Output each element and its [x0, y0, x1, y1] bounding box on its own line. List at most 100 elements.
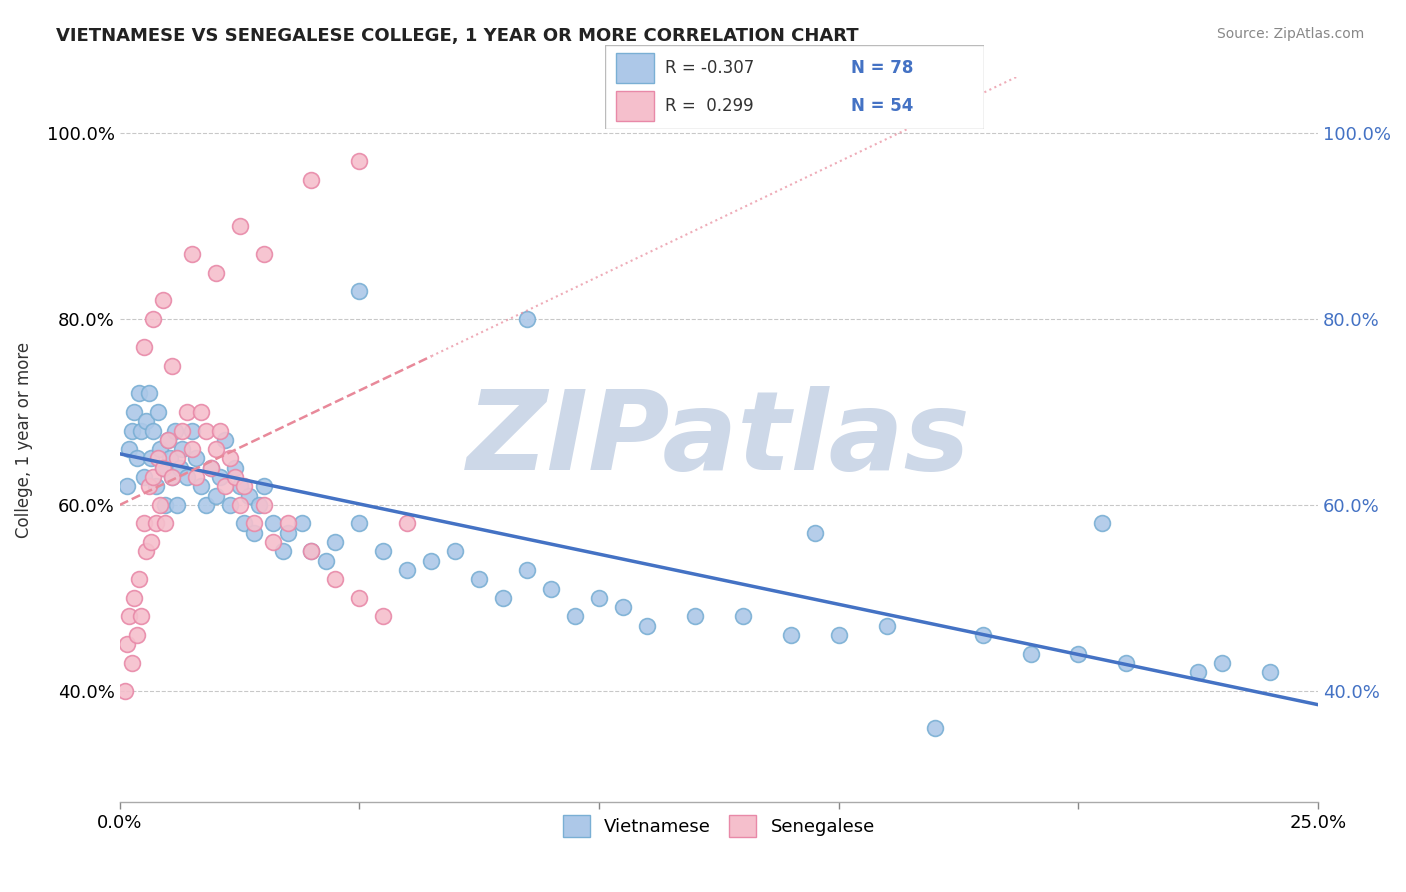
- Point: [396, 563, 419, 577]
- Point: [180, 442, 202, 457]
- Point: [115, 479, 138, 493]
- Point: [924, 721, 946, 735]
- Point: [683, 609, 706, 624]
- Point: [163, 424, 186, 438]
- Point: [156, 433, 179, 447]
- Point: [247, 498, 270, 512]
- Text: N = 54: N = 54: [852, 97, 914, 115]
- Point: [122, 591, 145, 605]
- Text: Source: ZipAtlas.com: Source: ZipAtlas.com: [1216, 27, 1364, 41]
- Point: [152, 460, 174, 475]
- Point: [190, 479, 212, 493]
- Point: [636, 618, 658, 632]
- Point: [209, 470, 232, 484]
- Point: [396, 516, 419, 531]
- Point: [972, 628, 994, 642]
- Point: [276, 525, 298, 540]
- Point: [1019, 647, 1042, 661]
- Point: [1115, 656, 1137, 670]
- Point: [349, 284, 371, 298]
- Point: [170, 442, 193, 457]
- Point: [214, 433, 236, 447]
- Bar: [616, 54, 654, 83]
- Point: [349, 516, 371, 531]
- Point: [186, 470, 208, 484]
- Point: [876, 618, 898, 632]
- Point: [468, 572, 491, 586]
- Point: [142, 312, 165, 326]
- Point: [228, 498, 250, 512]
- Point: [162, 470, 184, 484]
- Point: [252, 247, 274, 261]
- Text: N = 78: N = 78: [852, 60, 914, 78]
- Point: [588, 591, 610, 605]
- Point: [271, 544, 294, 558]
- Point: [1187, 665, 1209, 680]
- Point: [146, 451, 169, 466]
- Point: [325, 572, 347, 586]
- Y-axis label: College, 1 year or more: College, 1 year or more: [15, 342, 32, 538]
- Point: [146, 405, 169, 419]
- Point: [155, 516, 177, 531]
- Point: [204, 266, 226, 280]
- Text: ZIPatlas: ZIPatlas: [467, 386, 970, 493]
- Point: [228, 479, 250, 493]
- Point: [195, 424, 218, 438]
- Point: [224, 460, 246, 475]
- Point: [564, 609, 586, 624]
- Point: [828, 628, 851, 642]
- Point: [262, 516, 284, 531]
- Point: [252, 498, 274, 512]
- Point: [131, 424, 153, 438]
- Point: [176, 405, 198, 419]
- Point: [325, 535, 347, 549]
- Point: [224, 470, 246, 484]
- Point: [155, 498, 177, 512]
- Point: [349, 591, 371, 605]
- Point: [301, 172, 323, 186]
- Point: [1258, 665, 1281, 680]
- Point: [444, 544, 467, 558]
- Point: [243, 516, 266, 531]
- Text: R = -0.307: R = -0.307: [665, 60, 755, 78]
- Point: [135, 414, 157, 428]
- Point: [731, 609, 754, 624]
- Point: [373, 609, 395, 624]
- Point: [180, 247, 202, 261]
- Point: [186, 451, 208, 466]
- Point: [516, 563, 538, 577]
- Point: [138, 479, 160, 493]
- Point: [139, 535, 162, 549]
- Point: [420, 554, 443, 568]
- Point: [128, 572, 150, 586]
- Point: [219, 498, 242, 512]
- Point: [516, 312, 538, 326]
- Point: [233, 479, 256, 493]
- Point: [228, 219, 250, 234]
- Point: [276, 516, 298, 531]
- Point: [145, 479, 167, 493]
- Point: [156, 433, 179, 447]
- Point: [162, 359, 184, 373]
- Point: [138, 386, 160, 401]
- Point: [200, 460, 222, 475]
- Point: [135, 544, 157, 558]
- Point: [190, 405, 212, 419]
- Point: [373, 544, 395, 558]
- Point: [243, 525, 266, 540]
- FancyBboxPatch shape: [605, 45, 984, 129]
- Point: [118, 609, 141, 624]
- Point: [779, 628, 801, 642]
- Point: [204, 442, 226, 457]
- Point: [166, 498, 188, 512]
- Point: [180, 424, 202, 438]
- Point: [301, 544, 323, 558]
- Point: [612, 600, 634, 615]
- Point: [214, 479, 236, 493]
- Point: [152, 460, 174, 475]
- Point: [170, 424, 193, 438]
- Text: R =  0.299: R = 0.299: [665, 97, 754, 115]
- Point: [233, 516, 256, 531]
- Point: [118, 442, 141, 457]
- Point: [540, 582, 562, 596]
